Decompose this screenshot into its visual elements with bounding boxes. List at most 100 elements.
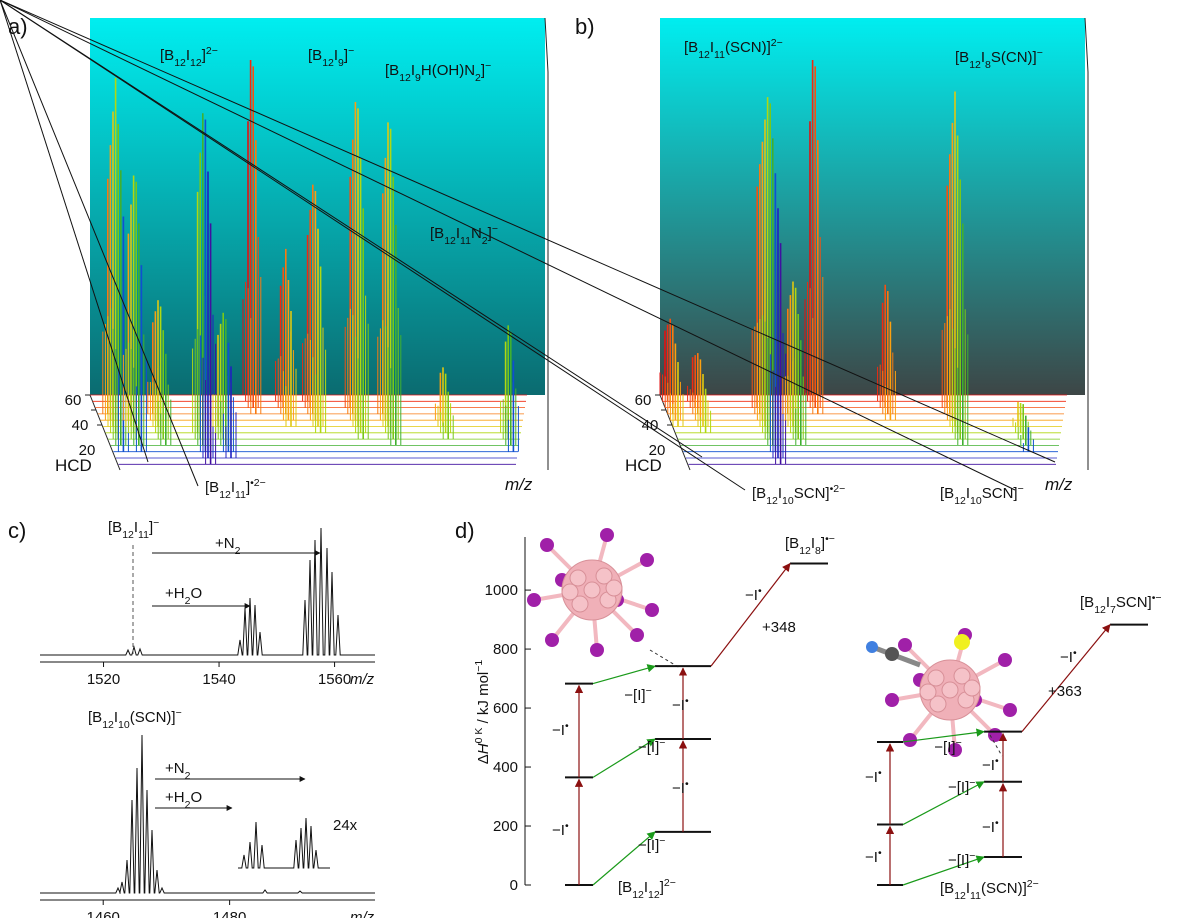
annotation: −I•: [982, 755, 999, 774]
x-tick-label: 1540: [202, 671, 235, 688]
x-axis-label: m/z: [1045, 475, 1073, 494]
annotation: −I•: [552, 720, 569, 739]
annotation: −[I]−: [638, 835, 665, 854]
atom-b: [927, 669, 945, 687]
annotation: [B12I11]•2−: [205, 477, 266, 501]
y-tick-label: 0: [510, 877, 518, 894]
atom-c: [885, 647, 899, 661]
annotation: −[I]−: [948, 777, 975, 796]
annotation: [B12I8S(CN)]−: [955, 47, 1043, 71]
panel-label: b): [575, 14, 595, 39]
x-tick-label: 1460: [87, 909, 120, 918]
atom-b: [571, 595, 589, 613]
annotation: [B12I10SCN]•2−: [752, 483, 845, 507]
annotation: +363: [1048, 683, 1082, 700]
atom-b: [963, 679, 981, 697]
atom-i: [540, 538, 554, 552]
atom-i: [545, 633, 559, 647]
frame: [89, 394, 121, 471]
annotation: [B12I7SCN]•−: [1080, 592, 1162, 616]
atom-i: [948, 743, 962, 757]
back-wall: [660, 18, 1085, 395]
guide: [989, 734, 1003, 757]
atom-b: [919, 683, 937, 701]
annotation: −I•: [552, 820, 569, 839]
annotation: [B12I9]−: [308, 45, 354, 69]
annotation: −I•: [982, 817, 999, 836]
annotation: [B12I11]−: [108, 517, 159, 541]
panel-label: d): [455, 518, 475, 543]
frame: [544, 17, 549, 470]
x-tick-label: 1480: [213, 909, 246, 918]
x-axis-label: m/z: [350, 909, 375, 918]
pointer: [0, 0, 746, 491]
atom-b: [595, 567, 613, 585]
y-tick-label: 1000: [485, 582, 518, 599]
x-tick-label: 1520: [87, 671, 120, 688]
depth-tick-label: 20: [649, 442, 666, 459]
annotation: [B12I10(SCN)]−: [88, 707, 182, 731]
annotation: −I•: [672, 778, 689, 797]
annotation: [B12I12]2−: [160, 45, 218, 69]
annotation: −[I]−: [624, 685, 651, 704]
annotation: −I•: [672, 695, 689, 714]
annotation: +H2O: [165, 585, 202, 607]
annotation: −[I]−: [934, 737, 961, 756]
pointer: [0, 0, 199, 487]
y-tick-label: 800: [493, 641, 518, 658]
frame: [1084, 17, 1089, 470]
depth-label: HCD: [625, 456, 662, 475]
transfer-arrow: [902, 728, 985, 743]
atom-b: [929, 695, 947, 713]
y-tick-label: 600: [493, 700, 518, 717]
pointer: [0, 0, 1016, 491]
annotation: −[I]−: [948, 850, 975, 869]
atom-i: [630, 628, 644, 642]
pointer: [0, 0, 149, 463]
atom-b: [953, 667, 971, 685]
transfer-arrow: [902, 781, 985, 826]
atom-i: [998, 653, 1012, 667]
annotation: [B12I11N2]−: [430, 223, 498, 247]
atom-i: [600, 528, 614, 542]
transfer-arrow: [592, 664, 656, 685]
atom-i: [590, 643, 604, 657]
atom-b: [605, 579, 623, 597]
annotation: [B12I10SCN]−: [940, 483, 1024, 507]
atom-b: [569, 569, 587, 587]
transfer-arrow: [902, 855, 985, 886]
atom-i: [898, 638, 912, 652]
atom-i: [640, 553, 654, 567]
annotation: +H2O: [165, 789, 202, 811]
annotation: +N2: [215, 535, 241, 557]
transfer-arrow: [592, 738, 656, 778]
depth-tick-label: 20: [79, 442, 96, 459]
annotation: −I•: [1060, 647, 1077, 666]
y-tick-label: 200: [493, 818, 518, 835]
panel-label: c): [8, 518, 26, 543]
x-axis-label: m/z: [350, 671, 375, 688]
annotation: −I•: [865, 847, 882, 866]
atom-b: [583, 581, 601, 599]
atom-i: [885, 693, 899, 707]
annotation: +N2: [165, 760, 191, 782]
spectrum: [238, 817, 330, 869]
annotation: +348: [762, 619, 796, 636]
atom-n: [866, 641, 878, 653]
spectrum: [40, 527, 375, 656]
atom-i: [903, 733, 917, 747]
depth-tick-label: 60: [65, 392, 82, 409]
atom-i: [645, 603, 659, 617]
x-tick-label: 1560: [318, 671, 351, 688]
spectrum: [40, 734, 375, 894]
atom-s: [954, 634, 970, 650]
pointer: [0, 0, 703, 458]
annotation: −I•: [745, 585, 762, 604]
y-tick-label: 400: [493, 759, 518, 776]
annotation: [B12I8]•−: [785, 533, 835, 557]
pointer: [0, 0, 1056, 463]
annotation: −[I]−: [638, 737, 665, 756]
annotation: −I•: [865, 767, 882, 786]
atom-i: [1003, 703, 1017, 717]
